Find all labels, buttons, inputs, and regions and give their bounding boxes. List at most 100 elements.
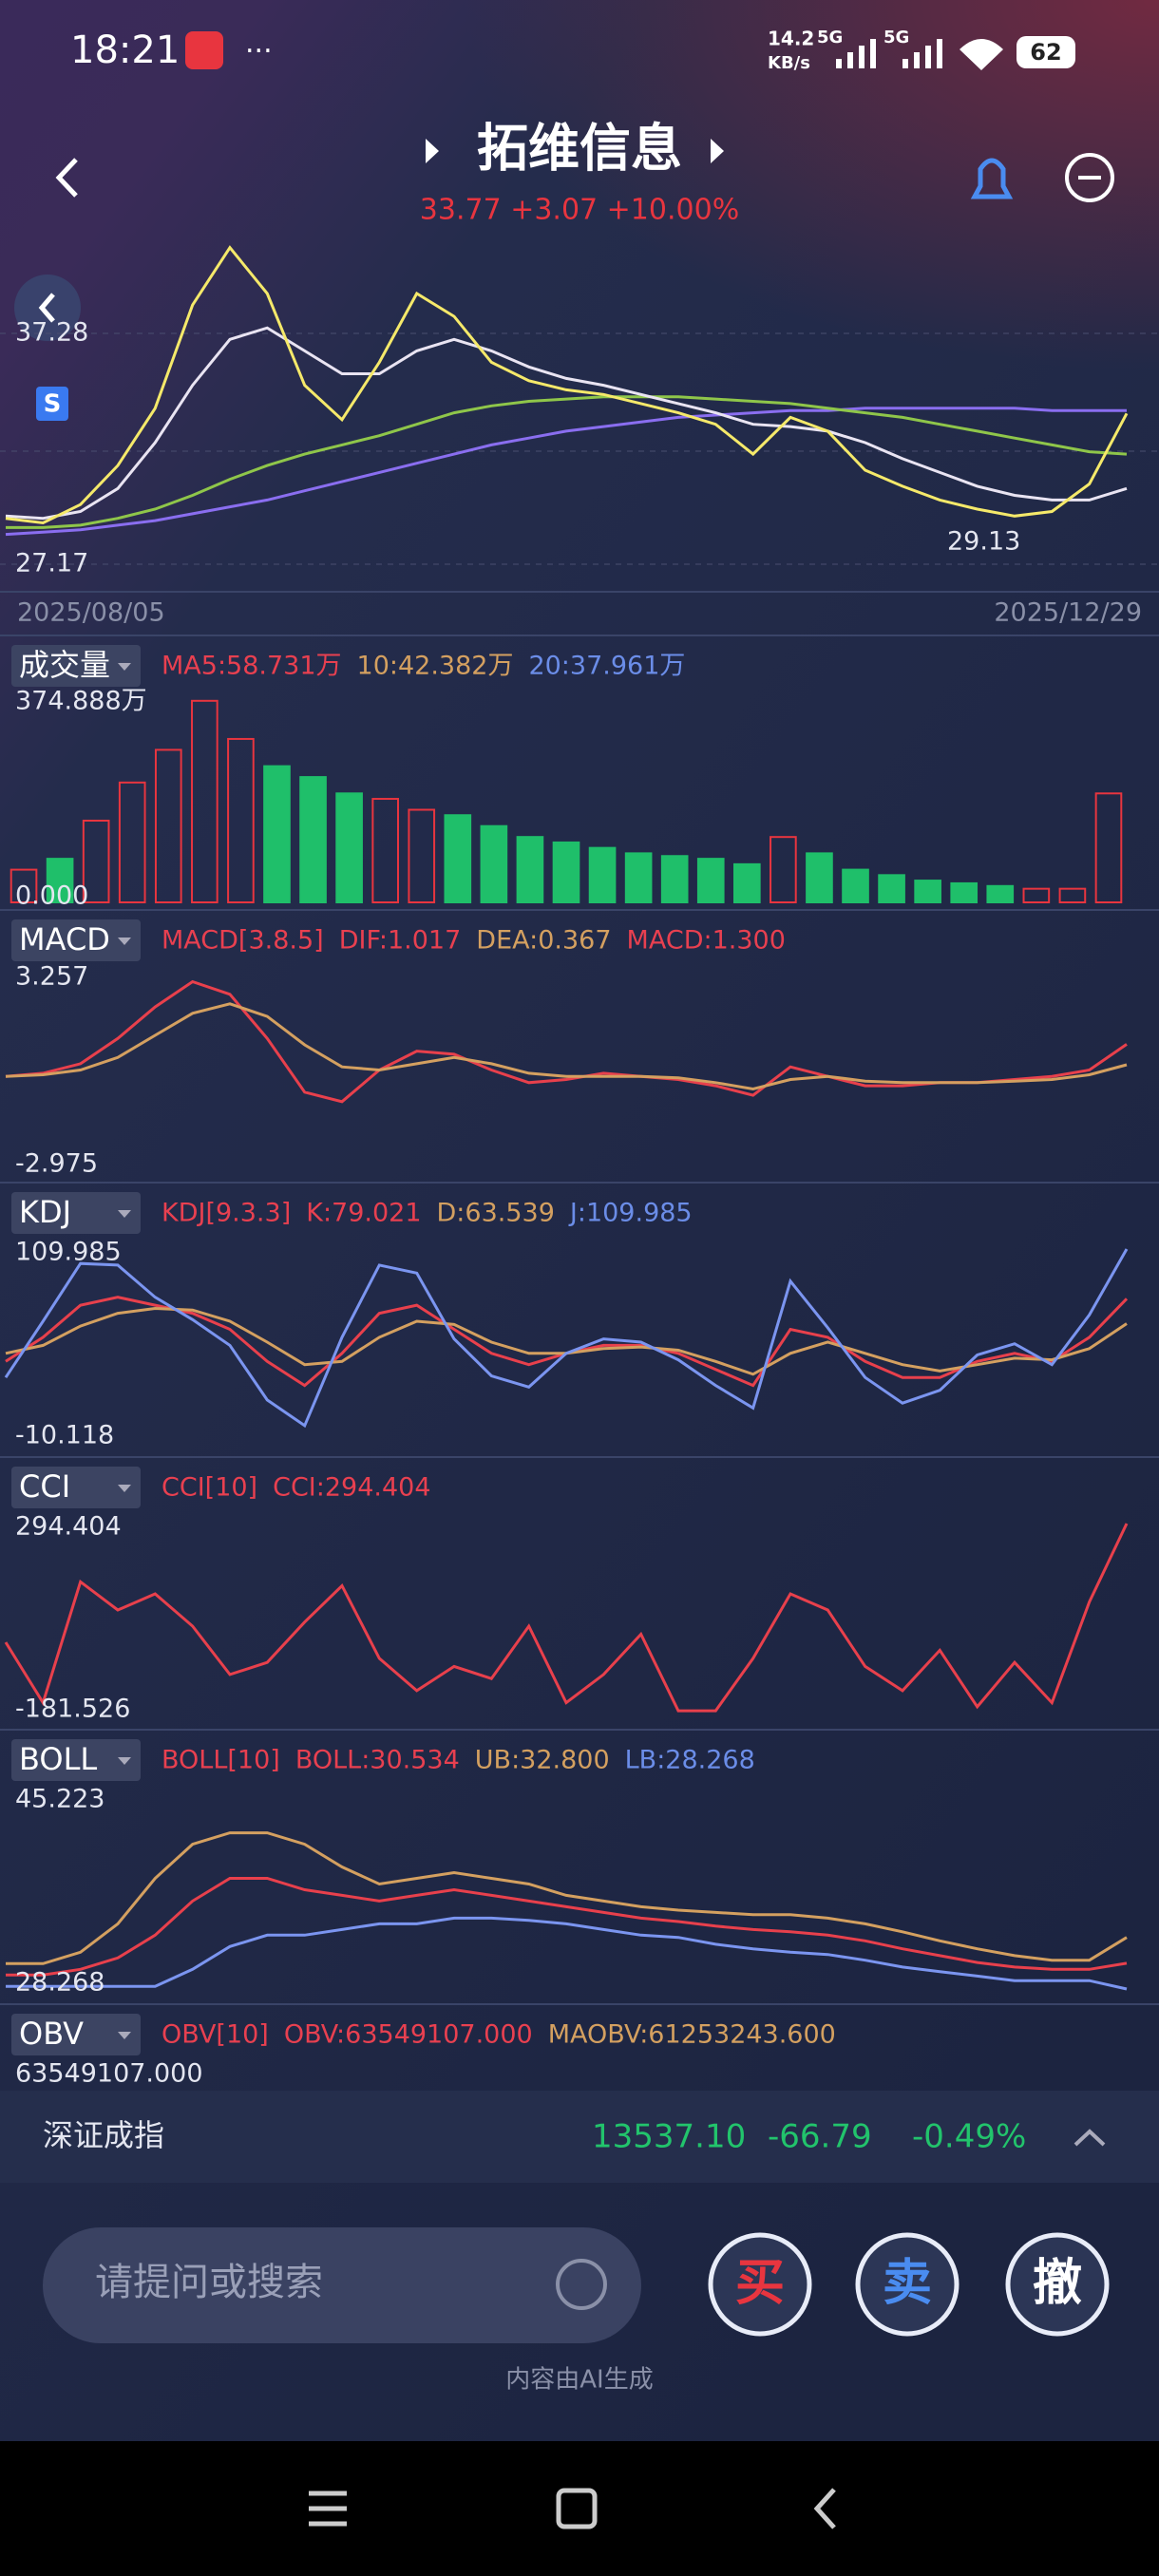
axis-max-label: 63549107.000 xyxy=(15,2059,203,2089)
dropdown-arrow xyxy=(118,1210,131,1218)
indicator-line xyxy=(6,1831,1128,1965)
charts: 37.28 27.17 29.13 S 2025/08/05 2025/12/29 成交量 M… xyxy=(0,245,1159,2089)
search-box[interactable] xyxy=(43,2227,641,2343)
trade-button[interactable] xyxy=(1005,2232,1110,2337)
volume-bar xyxy=(1094,792,1123,903)
volume-bar xyxy=(408,808,436,903)
volume-bar xyxy=(1058,887,1087,904)
signal-label: 5G xyxy=(817,28,843,47)
legend-item: D:63.539 xyxy=(437,1199,555,1228)
indicator-selector[interactable] xyxy=(11,1739,141,1781)
legend-item: MACD[3.8.5] xyxy=(162,926,324,956)
axis-max-label: 3.257 xyxy=(15,962,88,992)
index-bar[interactable] xyxy=(0,2091,1159,2183)
legend-item: J:109.985 xyxy=(568,1199,693,1228)
back-button[interactable] xyxy=(55,158,78,198)
axis-min-label: 0.000 xyxy=(15,881,88,911)
signal-bars xyxy=(836,39,942,68)
axis-min-label: 28.268 xyxy=(15,1968,104,1998)
volume-bar xyxy=(480,824,508,903)
index-percent: -0.49% xyxy=(912,2118,1026,2156)
volume-bar xyxy=(950,881,978,904)
ai-footer: 内容由AI生成 xyxy=(505,2366,653,2395)
indicator-line xyxy=(4,1523,1129,1713)
indicator-label: OBV xyxy=(19,2016,84,2052)
trade-button-label: 撤 xyxy=(1033,2255,1082,2312)
signal-badge xyxy=(36,387,68,421)
indicator-line xyxy=(6,395,1128,529)
collapse-button[interactable] xyxy=(14,275,81,341)
volume-bar xyxy=(624,852,653,903)
indicator-label: MACD xyxy=(19,921,110,957)
volume-bar xyxy=(696,858,725,903)
volume-bar xyxy=(299,776,327,903)
indicator-line xyxy=(6,1877,1128,1977)
axis-min-label: -10.118 xyxy=(15,1421,114,1450)
volume-bar xyxy=(986,884,1015,903)
wifi-icon xyxy=(960,39,1003,70)
legend-item: MAOBV:61253243.600 xyxy=(548,2020,836,2050)
trade-button-label: 卖 xyxy=(883,2255,932,2312)
battery-level: 62 xyxy=(1030,39,1061,66)
voice-button[interactable] xyxy=(556,2259,607,2310)
more-button[interactable] xyxy=(1065,153,1114,202)
indicator-selector[interactable] xyxy=(11,919,141,961)
indicator-selector[interactable] xyxy=(11,2014,141,2055)
search-placeholder: 请提问或搜索 xyxy=(95,2261,323,2304)
indicator-selector[interactable] xyxy=(11,645,141,687)
legend-item: MACD:1.300 xyxy=(627,926,786,956)
indicator-line xyxy=(5,326,1128,521)
volume-bar xyxy=(335,792,363,903)
indicator-line xyxy=(5,245,1129,525)
volume-bar xyxy=(263,765,291,903)
indicator-selector[interactable] xyxy=(11,1467,141,1508)
end-date: 2025/12/29 xyxy=(994,598,1142,628)
trade-button-label: 买 xyxy=(735,2255,785,2312)
next-stock[interactable] xyxy=(711,139,724,163)
volume-bar xyxy=(842,868,869,903)
volume-bar xyxy=(1022,887,1051,904)
alert-button[interactable] xyxy=(970,158,1014,199)
prev-stock[interactable] xyxy=(426,139,439,163)
volume-bar xyxy=(516,836,544,903)
app-icon xyxy=(185,31,223,69)
legend-item: DIF:1.017 xyxy=(339,926,462,956)
indicator-selector[interactable] xyxy=(11,1192,141,1234)
expand-icon[interactable] xyxy=(1074,2129,1106,2147)
start-date: 2025/08/05 xyxy=(17,598,165,628)
collapse-icon xyxy=(38,293,55,323)
indicator-line xyxy=(5,1002,1128,1091)
volume-bar xyxy=(46,858,74,903)
net-unit: KB/s xyxy=(768,53,810,73)
dropdown-arrow xyxy=(118,2032,131,2039)
nav-bar xyxy=(0,2441,1159,2576)
volume-bar xyxy=(227,737,255,903)
legend-item: DEA:0.367 xyxy=(476,926,611,956)
trade-button[interactable] xyxy=(855,2232,960,2337)
indicator-label: KDJ xyxy=(19,1194,71,1230)
price-min-marker: 29.13 xyxy=(947,527,1020,557)
legend-item: MA5:58.731万 xyxy=(162,652,342,681)
volume-bar xyxy=(82,819,110,903)
indicator-line xyxy=(6,1916,1128,1991)
trade-button[interactable] xyxy=(708,2232,812,2337)
axis-max-label: 374.888万 xyxy=(15,687,147,716)
axis-max-label: 294.404 xyxy=(15,1512,122,1542)
battery-icon xyxy=(1016,36,1075,68)
volume-bar xyxy=(10,868,38,903)
axis-min-label: -2.975 xyxy=(15,1149,98,1179)
price-low-label: 27.17 xyxy=(15,549,88,578)
volume-bar xyxy=(770,836,797,903)
legend-item: UB:32.800 xyxy=(475,1746,610,1775)
axis-min-label: -181.526 xyxy=(15,1695,130,1724)
status-time: 18:21 xyxy=(70,28,180,72)
axis-max-label: 109.985 xyxy=(15,1238,122,1267)
signal-text: S xyxy=(44,390,62,419)
indicator-line xyxy=(4,1248,1129,1429)
stock-title: 拓维信息 xyxy=(477,119,682,179)
net-speed: 14.2 xyxy=(768,28,814,50)
legend-item: 10:42.382万 xyxy=(357,652,514,681)
volume-bar xyxy=(191,699,218,903)
volume-bar xyxy=(914,880,941,903)
